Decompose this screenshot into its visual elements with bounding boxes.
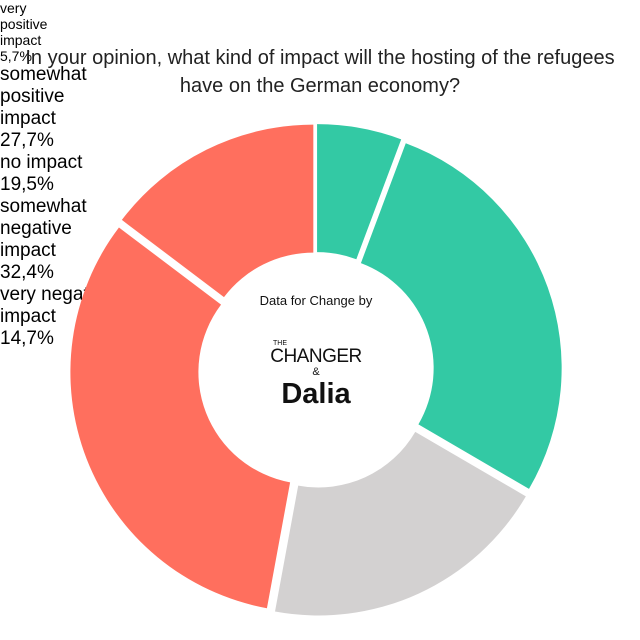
slice-label: no impact 19,5% bbox=[0, 152, 120, 196]
donut-slice bbox=[275, 431, 526, 616]
value-label: 19,5% bbox=[0, 174, 54, 195]
value-label: 27,7% bbox=[0, 130, 54, 151]
logo-the: THE bbox=[273, 340, 287, 347]
value-label: 32,4% bbox=[0, 262, 54, 283]
center-caption: Data for Change by bbox=[259, 293, 373, 308]
donut-slice bbox=[70, 227, 291, 609]
slice-label: somewhat positive impact 27,7% bbox=[0, 64, 120, 152]
value-label: 14,7% bbox=[0, 328, 54, 349]
donut-slice bbox=[360, 143, 562, 489]
category-label: somewhat positive impact bbox=[0, 64, 87, 129]
logo-dalia: Dalia bbox=[281, 378, 351, 410]
chart-title: In your opinion, what kind of impact wil… bbox=[25, 47, 615, 97]
slice-label: very positive impact 5,7% bbox=[0, 0, 60, 64]
donut-hole bbox=[212, 266, 420, 474]
category-label: very positive impact bbox=[0, 0, 48, 48]
category-label: no impact bbox=[0, 152, 83, 173]
category-label: somewhat negative impact bbox=[0, 196, 87, 261]
slice-label: somewhat negative impact 32,4% bbox=[0, 196, 120, 284]
logo-changer: CHANGER bbox=[270, 346, 362, 367]
donut-slice bbox=[121, 124, 314, 298]
value-label: 5,7% bbox=[0, 48, 32, 64]
logo-amp: & bbox=[312, 366, 320, 378]
donut-slice bbox=[317, 124, 402, 260]
